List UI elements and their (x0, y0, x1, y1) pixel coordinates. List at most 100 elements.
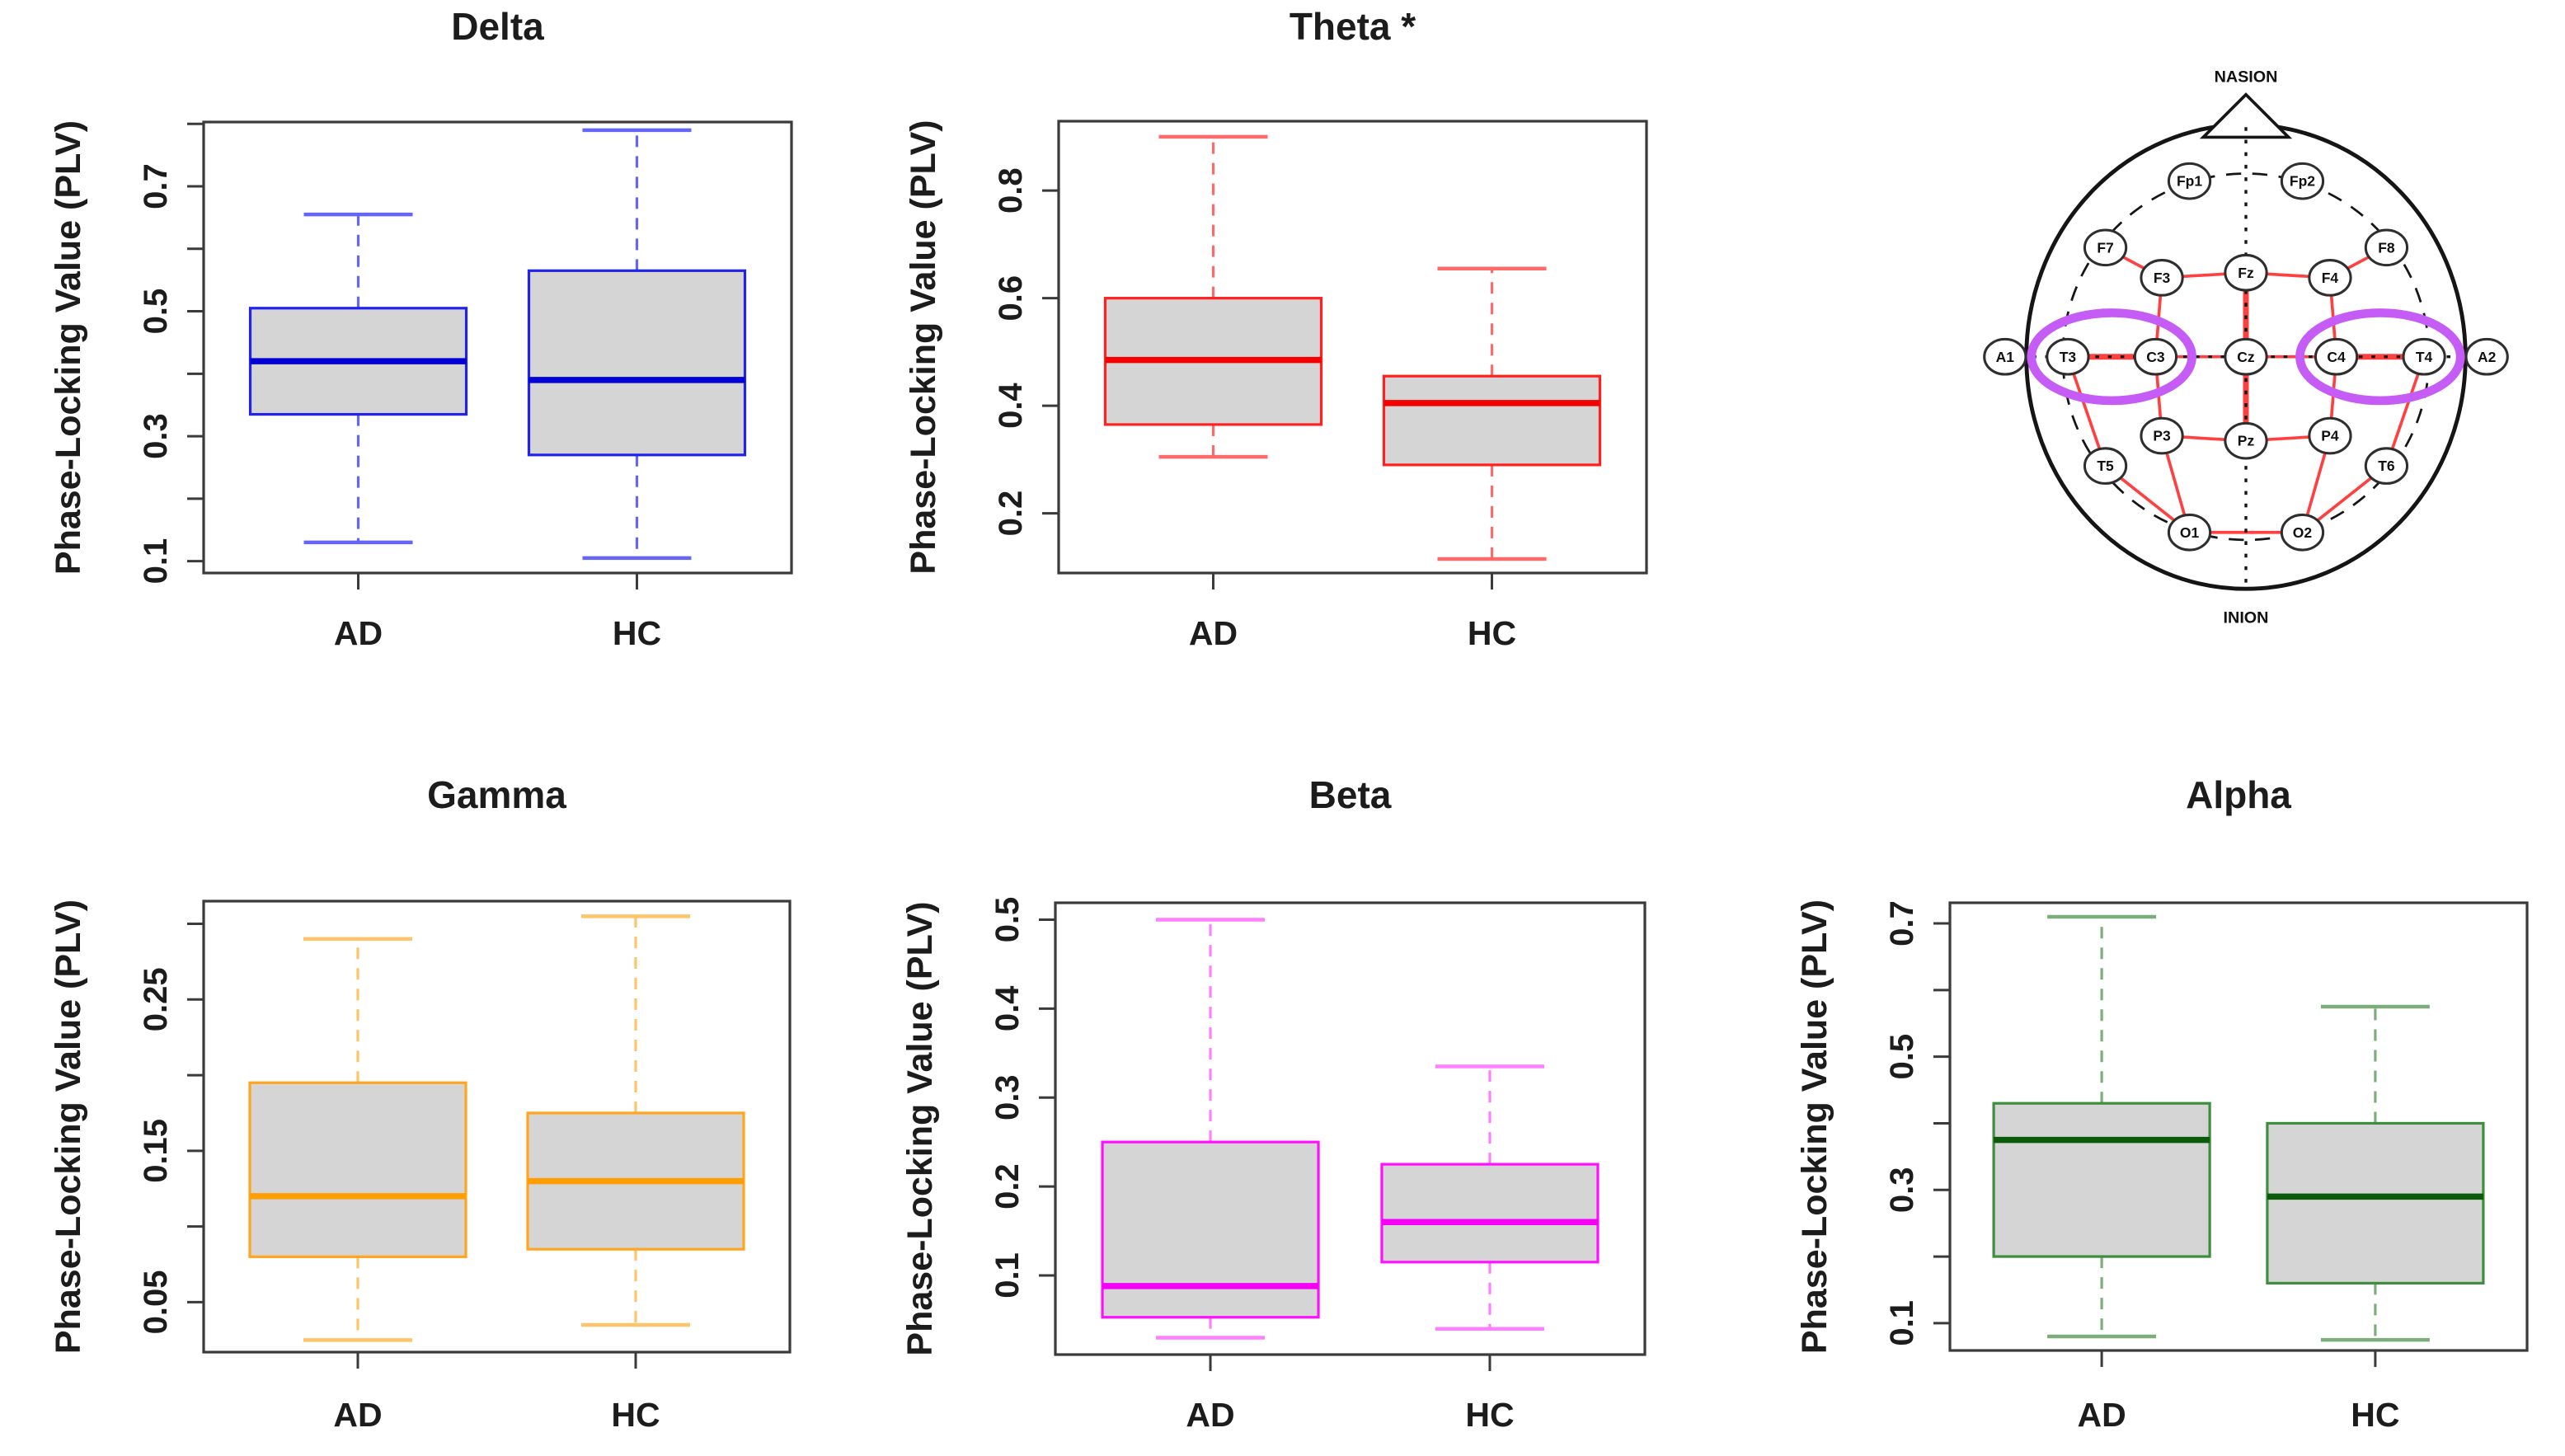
electrode-circle (2140, 416, 2184, 455)
boxplot-panel-theta: Theta * Phase-Locking Value (PLV) 0.2 0.4 0.… (855, 0, 1710, 728)
x-category-label: HC (1465, 1396, 1514, 1434)
iqr-box (248, 1081, 467, 1258)
electrode-label: F3 (2154, 270, 2171, 286)
electrode-circle (2046, 337, 2090, 376)
y-tick-label: 0.8 (993, 167, 1029, 214)
nose-triangle (2199, 92, 2293, 139)
electrode-label: F8 (2378, 239, 2395, 256)
y-axis-label: Phase-Locking Value (PLV) (904, 120, 943, 574)
y-tick-label: 0.2 (989, 1163, 1026, 1209)
electrode-fz: Fz (2224, 253, 2268, 292)
box-theta-ad (1103, 134, 1323, 459)
y-axis-ticks: 0.2 0.4 0.6 0.8 (993, 167, 1059, 536)
box-alpha-ad (1992, 914, 2211, 1339)
y-tick-label: 0.25 (138, 967, 174, 1031)
plot-border (1054, 901, 1647, 1356)
box-theta-hc (1382, 266, 1602, 561)
iqr-box (1380, 1162, 1600, 1264)
electrode-circle (2140, 259, 2184, 297)
electrode-circle (2308, 259, 2352, 297)
x-category-label: AD (333, 1396, 382, 1434)
electrode-circle (2314, 337, 2359, 376)
y-tick-label: 0.6 (993, 275, 1029, 322)
electrode-label: T3 (2060, 349, 2077, 365)
electrode-p4: P4 (2308, 416, 2352, 455)
y-tick-label: 0.5 (138, 289, 174, 335)
box-delta-hc (527, 128, 747, 561)
electrode-cz: Cz (2224, 337, 2268, 376)
y-axis-ticks: 0.1 0.2 0.3 0.4 0.5 (989, 897, 1055, 1299)
electrode-label: T4 (2416, 349, 2433, 365)
electrode-label: T6 (2378, 458, 2395, 474)
y-tick-label: 0.7 (1884, 900, 1920, 946)
electrode-circle (1983, 337, 2027, 376)
x-category-label: HC (611, 1396, 660, 1434)
electrode-label: C3 (2146, 349, 2165, 365)
x-category-label: AD (334, 614, 383, 652)
boxplot-panel-delta: Delta Phase-Locking Value (PLV) 0.1 0.3 0.5 0… (0, 0, 855, 728)
electrode-label: Cz (2237, 349, 2255, 365)
box-alpha-hc (2266, 1004, 2485, 1342)
electrode-t6: T6 (2364, 447, 2409, 485)
electrode-label: P3 (2153, 428, 2171, 444)
electrode-label: P4 (2321, 428, 2339, 444)
x-category-label: AD (1186, 1396, 1234, 1434)
electrode-fp1: Fp1 (2167, 162, 2212, 200)
y-tick-label: 0.3 (138, 413, 174, 459)
electrode-montage-panel: A1 A2 Fp1 Fp2 F7 F8 F3 Fz F4 T3 C3 Cz C4 T4 T5 P3 Pz P4 T6… (1710, 0, 2565, 728)
theta-boxplot: Theta *Phase-Locking Value (PLV) 0.20.40.… (904, 5, 1648, 652)
electrode-circle (2464, 337, 2509, 376)
y-tick-label: 0.05 (138, 1270, 174, 1334)
electrode-a1: A1 (1983, 337, 2027, 376)
iqr-box (527, 269, 747, 457)
electrode-circle (2402, 337, 2446, 376)
electrode-circle (2364, 228, 2409, 267)
plot-border (1948, 901, 2529, 1352)
electrode-circle (2133, 337, 2178, 376)
electrode-label: Fp2 (2290, 173, 2315, 190)
panel-title: Beta (1309, 773, 1392, 816)
electrode-label: Fp1 (2177, 173, 2202, 190)
y-axis-ticks: 0.1 0.3 0.5 0.7 (1884, 900, 1950, 1346)
electrode-circle (2280, 513, 2325, 552)
electrode-a2: A2 (2464, 337, 2509, 376)
electrode-p3: P3 (2140, 416, 2184, 455)
electrode-circle (2280, 162, 2325, 200)
x-category-label: AD (1189, 614, 1238, 652)
electrode-pz: Pz (2224, 421, 2268, 460)
electrode-label: Fz (2238, 265, 2254, 281)
electrode-fp2: Fp2 (2280, 162, 2325, 200)
connection-t4-t6 (2384, 356, 2426, 467)
y-tick-label: 0.3 (989, 1074, 1026, 1120)
electrode-circle (2224, 337, 2268, 376)
box-gamma-ad (248, 937, 467, 1342)
y-tick-label: 0.2 (993, 491, 1029, 537)
y-axis-label: Phase-Locking Value (PLV) (49, 120, 88, 575)
y-axis-ticks: 0.1 0.3 0.5 0.7 (138, 122, 204, 585)
electrode-circle (2083, 228, 2128, 267)
y-tick-label: 0.1 (138, 538, 174, 585)
electrode-label: T5 (2097, 458, 2114, 474)
electrode-circle (2308, 416, 2352, 455)
electrode-circle (2224, 421, 2268, 460)
electrode-f7: F7 (2083, 228, 2128, 267)
electrode-circle (2167, 513, 2212, 552)
electrode-montage-diagram: A1 A2 Fp1 Fp2 F7 F8 F3 Fz F4 T3 C3 Cz C4 T4 T5 P3 Pz P4 T6… (1983, 68, 2509, 627)
y-tick-label: 0.4 (989, 985, 1026, 1031)
electrode-label: A2 (2478, 349, 2497, 365)
plot-border (1057, 120, 1648, 575)
box-gamma-hc (526, 914, 745, 1327)
y-axis-ticks: 0.05 0.15 0.25 (138, 923, 204, 1334)
electrode-label: O1 (2180, 524, 2200, 541)
electrode-label: O2 (2293, 524, 2313, 541)
electrode-t3: T3 (2046, 337, 2090, 376)
nasion-label: NASION (2215, 68, 2278, 86)
boxplot-panel-beta: Beta Phase-Locking Value (PLV) 0.1 0.2 0.3 0.… (855, 728, 1710, 1456)
x-category-label: HC (613, 614, 661, 652)
y-tick-label: 0.15 (138, 1119, 174, 1183)
y-axis-label: Phase-Locking Value (PLV) (1795, 899, 1834, 1354)
